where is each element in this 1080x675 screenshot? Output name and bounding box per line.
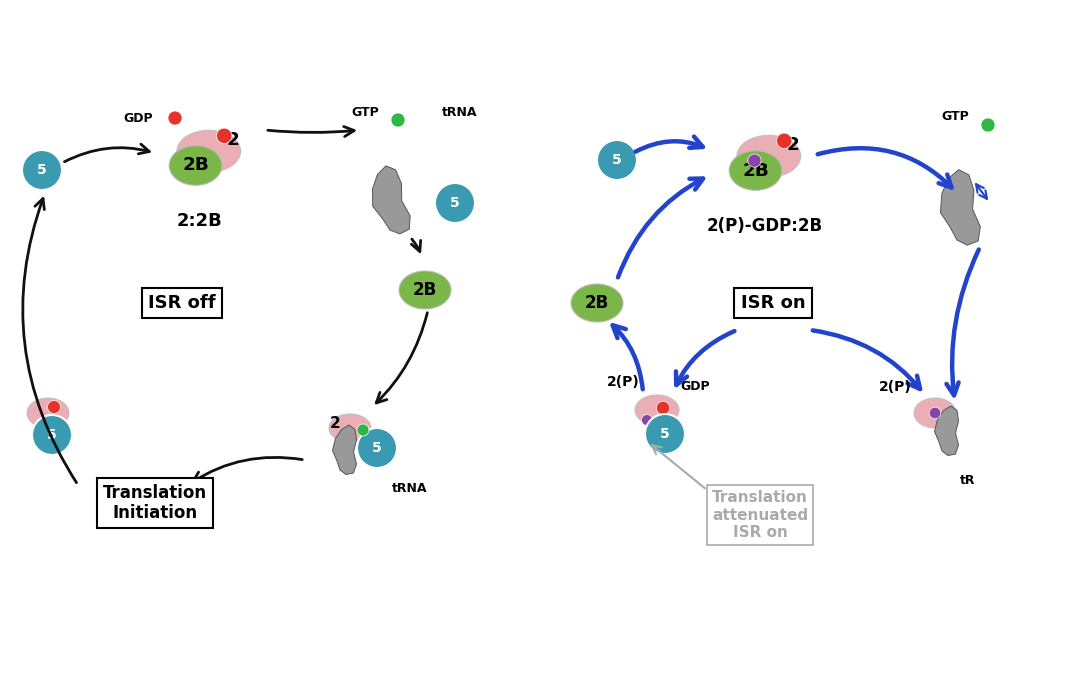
- Text: Translation
Initiation: Translation Initiation: [103, 483, 207, 522]
- Circle shape: [747, 154, 761, 167]
- Text: 5: 5: [48, 428, 57, 442]
- Text: 5: 5: [612, 153, 622, 167]
- Circle shape: [597, 140, 637, 180]
- Ellipse shape: [729, 151, 782, 190]
- Polygon shape: [941, 169, 981, 245]
- Text: 2B: 2B: [413, 281, 437, 299]
- Polygon shape: [934, 406, 959, 456]
- Text: 2B: 2B: [742, 161, 769, 180]
- Circle shape: [642, 414, 652, 425]
- Circle shape: [657, 402, 670, 414]
- Ellipse shape: [635, 395, 679, 425]
- Circle shape: [168, 111, 183, 125]
- Polygon shape: [333, 425, 356, 475]
- Text: 2(P): 2(P): [879, 380, 912, 394]
- Circle shape: [391, 113, 405, 127]
- Circle shape: [22, 150, 62, 190]
- Circle shape: [645, 414, 685, 454]
- Circle shape: [981, 118, 995, 132]
- Text: 2: 2: [786, 136, 799, 154]
- Text: Translation
attenuated
ISR on: Translation attenuated ISR on: [712, 490, 808, 540]
- Text: 5: 5: [660, 427, 670, 441]
- Text: GDP: GDP: [680, 379, 710, 392]
- Ellipse shape: [27, 398, 69, 428]
- Text: GTP: GTP: [351, 107, 379, 119]
- Circle shape: [777, 133, 792, 148]
- Circle shape: [216, 128, 232, 144]
- Ellipse shape: [914, 398, 956, 428]
- Text: 5: 5: [450, 196, 460, 210]
- Circle shape: [357, 424, 369, 436]
- Text: GDP: GDP: [123, 111, 152, 124]
- Text: ISR off: ISR off: [148, 294, 216, 312]
- Ellipse shape: [737, 135, 800, 177]
- Circle shape: [435, 183, 475, 223]
- Circle shape: [357, 428, 397, 468]
- Ellipse shape: [177, 130, 241, 172]
- Text: tRNA: tRNA: [392, 481, 428, 495]
- Text: ISR on: ISR on: [741, 294, 806, 312]
- Text: tR: tR: [960, 475, 975, 487]
- Text: 2B: 2B: [585, 294, 609, 312]
- Circle shape: [48, 400, 60, 414]
- Ellipse shape: [399, 271, 451, 309]
- Polygon shape: [373, 166, 410, 234]
- Text: GTP: GTP: [941, 111, 969, 124]
- Text: 2: 2: [227, 131, 240, 149]
- Text: 2(P)-GDP:2B: 2(P)-GDP:2B: [707, 217, 823, 235]
- Text: tRNA: tRNA: [442, 107, 477, 119]
- Ellipse shape: [329, 414, 372, 442]
- Circle shape: [32, 415, 72, 455]
- Text: 2B: 2B: [183, 157, 208, 175]
- Circle shape: [929, 407, 941, 418]
- Ellipse shape: [170, 146, 222, 186]
- Text: 2: 2: [329, 416, 340, 431]
- Text: 2(P): 2(P): [607, 375, 639, 389]
- Text: 5: 5: [37, 163, 46, 177]
- Text: 5: 5: [373, 441, 382, 455]
- Ellipse shape: [571, 284, 623, 322]
- Text: 2:2B: 2:2B: [177, 212, 222, 230]
